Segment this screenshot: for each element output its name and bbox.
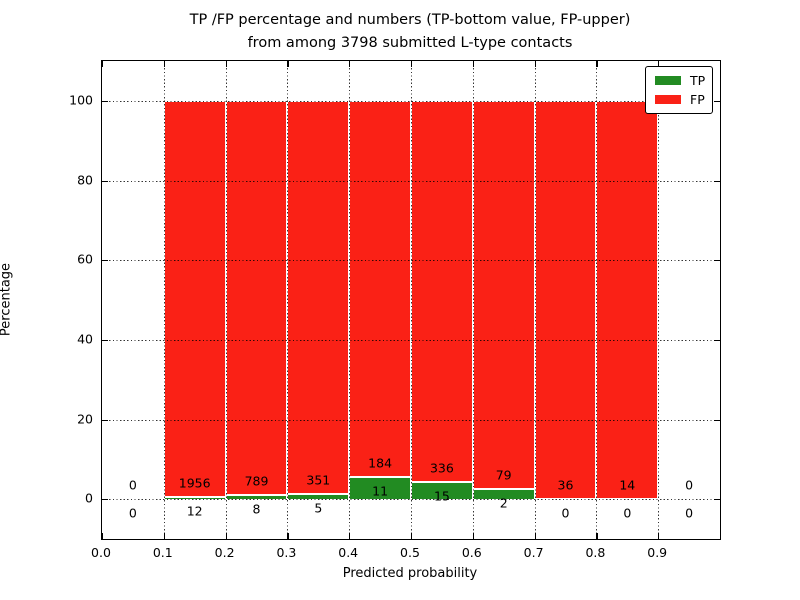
x-tick-mark [472,61,475,67]
tp-count-label: 15 [433,488,450,504]
legend: TP FP [645,66,713,114]
x-tick-mark [287,533,289,539]
x-tick-mark [658,533,660,539]
bar-segment-fp [472,100,535,490]
grid-line-vertical [658,61,660,539]
fp-count-label: 789 [244,473,269,489]
x-tick-mark [534,533,536,539]
fp-count-label: 351 [306,472,331,488]
fp-count-label: 36 [557,477,574,493]
tp-count-label: 0 [128,505,137,521]
fp-count-label: 79 [495,467,512,483]
x-tick-label: 0.8 [585,545,606,560]
y-tick-label: 40 [77,331,93,347]
x-tick-mark [225,533,227,539]
x-tick-label: 0.0 [91,545,111,560]
tp-count-label: 0 [685,505,694,521]
bar-segment-fp [349,100,411,477]
fp-count-label: 0 [128,477,137,493]
tp-count-label: 8 [252,501,261,517]
y-tick-mark [714,419,720,421]
x-tick-mark [102,61,104,67]
plot-area: 0 0 1956 12 789 8 351 5 184 11 336 15 79 2 36 0 14 0 0 0 [101,60,721,540]
legend-label-tp: TP [690,73,706,88]
tp-count-label: 0 [623,505,632,521]
legend-label-fp: FP [690,92,705,107]
y-tick-mark [102,339,108,342]
x-tick-label: 0.5 [400,545,420,560]
bar-segment-fp [225,100,288,496]
x-tick-label: 0.6 [461,545,482,560]
grid-line-vertical [472,61,474,539]
x-tick-label: 0.1 [152,545,173,560]
grid-line-vertical [287,61,289,539]
y-tick-mark [102,260,108,262]
bar-segment-fp [163,100,226,497]
fp-count-label: 184 [368,455,393,471]
x-tick-mark [534,61,536,67]
x-tick-label: 0.2 [214,545,235,560]
bar-segment-fp [534,100,597,500]
grid-line-vertical [163,61,165,539]
x-tick-label: 0.9 [647,545,668,560]
x-tick-label: 0.7 [523,545,544,560]
x-tick-mark [596,61,598,67]
legend-entry-fp: FP [646,91,712,110]
x-tick-mark [287,61,289,67]
tp-count-label: 5 [314,500,323,515]
x-tick-mark [102,533,104,539]
y-tick-label: 100 [69,92,93,108]
grid-line-vertical [411,61,412,539]
x-axis-label: Predicted probability [342,566,478,581]
y-tick-mark [714,100,720,103]
y-tick-mark [714,260,720,262]
fp-count-label: 0 [685,477,694,493]
tp-count-label: 11 [372,483,389,499]
x-tick-mark [349,533,351,539]
fp-swatch-icon [655,95,681,104]
x-tick-mark [658,61,660,67]
y-tick-label: 60 [77,251,93,267]
y-tick-mark [714,180,720,182]
x-tick-mark [225,61,227,67]
grid-line-vertical [225,61,227,539]
y-tick-mark [102,180,108,182]
y-tick-mark [714,499,720,501]
bar-segment-fp [411,100,473,483]
fp-count-label: 1956 [178,475,211,491]
fp-count-label: 14 [619,477,636,493]
y-axis-label: Percentage [0,262,14,337]
bar-segment-fp [596,100,659,500]
x-tick-mark [163,61,166,67]
y-tick-mark [102,499,108,501]
y-tick-label: 20 [77,411,93,426]
tp-swatch-icon [655,76,681,85]
fp-count-label: 336 [429,460,454,476]
chart-title-line2: from among 3798 submitted L-type contact… [247,35,573,51]
tp-count-label: 0 [561,505,570,521]
x-tick-mark [163,533,166,539]
x-tick-mark [472,533,475,539]
x-tick-label: 0.3 [276,545,297,560]
y-tick-mark [714,339,720,342]
y-tick-mark [102,100,108,103]
y-tick-mark [102,419,108,421]
chart-title-line1: TP /FP percentage and numbers (TP-bottom… [189,12,631,28]
tp-count-label: 2 [499,495,508,511]
x-tick-mark [411,533,413,539]
x-tick-label: 0.4 [338,545,359,560]
grid-line-vertical [596,61,598,539]
x-tick-mark [596,533,598,539]
chart-title: TP /FP percentage and numbers (TP-bottom… [101,9,719,55]
bar-segment-fp [287,100,350,494]
tp-count-label: 12 [186,503,203,519]
grid-line-vertical [534,61,536,539]
y-tick-label: 80 [77,172,93,187]
legend-entry-tp: TP [646,72,712,91]
y-tick-label: 0 [85,490,93,506]
x-tick-mark [411,61,413,67]
grid-line-vertical [349,61,351,539]
x-tick-mark [349,61,351,67]
